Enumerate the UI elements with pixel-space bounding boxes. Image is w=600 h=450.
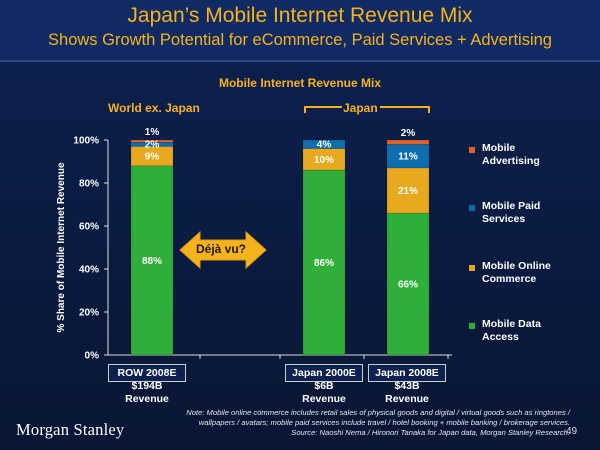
legend-swatch-data-access xyxy=(469,323,475,329)
bar-label-2-1: 4% xyxy=(317,139,332,150)
legend-label-paid-services: Mobile Paid Services xyxy=(482,200,541,225)
bar-label-0-2: 66% xyxy=(398,280,418,291)
group-label-world: World ex. Japan xyxy=(108,101,200,115)
bar-label-2-2: 11% xyxy=(398,152,418,163)
y-tick-label: 60% xyxy=(79,222,99,233)
legend-swatch-advertising xyxy=(469,147,475,153)
footnote-source: Source: Naoshi Nema / Hironori Tanaka fo… xyxy=(291,428,570,437)
category-label-row: ROW 2008E xyxy=(108,364,186,382)
legend-label-advertising: Mobile Advertising xyxy=(482,142,540,167)
bar-label-2-0: 2% xyxy=(145,139,160,150)
chart-title: Mobile Internet Revenue Mix xyxy=(218,76,382,90)
slide-subtitle: Shows Growth Potential for eCommerce, Pa… xyxy=(48,31,552,49)
bar-0-0 xyxy=(130,165,174,356)
category-label-japan-2000: Japan 2000E xyxy=(285,364,363,382)
footnote: Note: Mobile online commerce includes re… xyxy=(150,408,570,438)
legend-swatch-online-commerce xyxy=(469,265,475,271)
bar-0-2 xyxy=(386,212,430,356)
revenue-japan-2000: $6B Revenue xyxy=(302,380,346,405)
bar-label-3-0: 1% xyxy=(145,127,160,138)
y-tick-label: 80% xyxy=(79,179,99,190)
y-axis-title: % Share of Mobile Internet Revenue xyxy=(56,162,67,332)
page-number: 49 xyxy=(566,426,578,437)
legend-swatch-paid-services xyxy=(469,205,475,211)
bar-1-2 xyxy=(386,167,430,214)
morgan-stanley-logo: Morgan Stanley xyxy=(16,420,125,439)
bar-label-1-1: 10% xyxy=(314,155,334,166)
revenue-row: $194B Revenue xyxy=(125,380,169,405)
bar-0-1 xyxy=(302,169,346,356)
japan-bracket-left xyxy=(304,106,342,113)
bar-label-3-2: 2% xyxy=(401,128,416,139)
legend-label-data-access: Mobile Data Access xyxy=(482,318,541,343)
bar-label-0-0: 88% xyxy=(142,256,162,267)
footnote-note: Note: Mobile online commerce includes re… xyxy=(186,408,570,427)
bar-3-2 xyxy=(386,139,430,145)
slide-title: Japan’s Mobile Internet Revenue Mix xyxy=(127,4,473,27)
bar-2-1 xyxy=(302,139,346,149)
bar-label-0-1: 86% xyxy=(314,258,334,269)
deja-vu-callout: Déjà vu? xyxy=(196,242,247,256)
bar-label-1-0: 9% xyxy=(145,152,160,163)
y-tick-label: 0% xyxy=(85,351,100,362)
category-label-japan-2008: Japan 2008E xyxy=(368,364,446,382)
bar-3-0 xyxy=(130,139,174,143)
legend-label-online-commerce: Mobile Online Commerce xyxy=(482,260,551,285)
title-bar xyxy=(0,0,600,62)
y-tick-label: 40% xyxy=(79,265,99,276)
revenue-japan-2008: $43B Revenue xyxy=(385,380,429,405)
japan-bracket-right xyxy=(380,106,430,113)
bar-label-1-2: 21% xyxy=(398,186,418,197)
y-tick-label: 100% xyxy=(73,136,99,147)
group-label-japan: Japan xyxy=(343,101,378,115)
deja-vu-arrow-icon xyxy=(179,230,267,270)
y-tick-label: 20% xyxy=(79,308,99,319)
